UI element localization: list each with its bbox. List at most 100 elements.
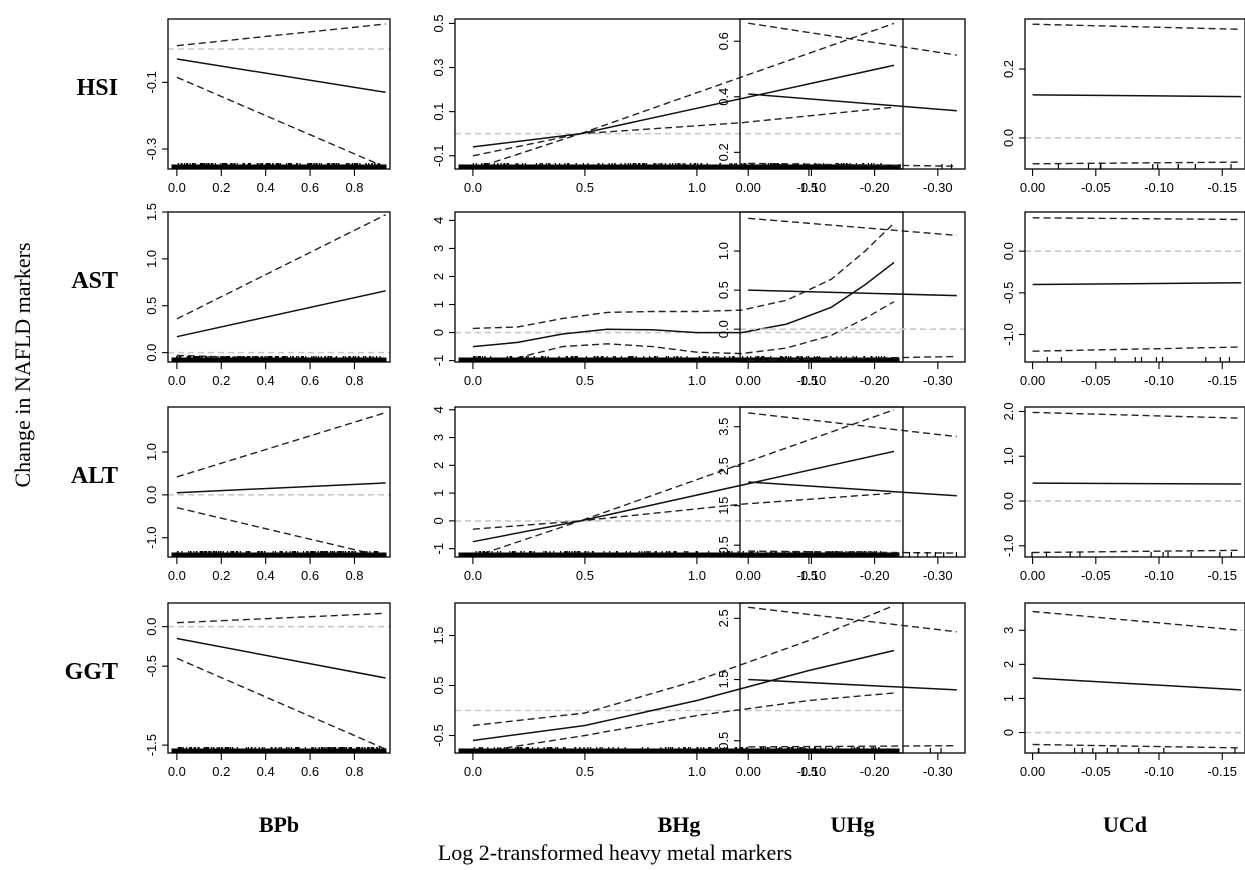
y-tick-label: -0.5: [1001, 282, 1016, 304]
x-axis-title: Log 2-transformed heavy metal markers: [438, 840, 792, 865]
fit-line: [1032, 94, 1242, 98]
y-tick-label: -0.3: [144, 138, 159, 160]
y-tick-label: 0.2: [716, 143, 731, 161]
x-tick-label: -0.10: [797, 764, 827, 779]
rug-band: [171, 357, 387, 362]
x-tick-label: -0.10: [1144, 764, 1174, 779]
ci-lower-line: [748, 355, 957, 362]
panel-alt-uhg: 0.5 1.5 2.5 3.5 0.00 -0.10 -0.20 -0.30: [716, 406, 966, 583]
panel-frame: [167, 406, 391, 558]
x-tick-label: -0.30: [923, 568, 953, 583]
y-tick-label: 3.5: [716, 418, 731, 436]
panel-frame: [1024, 602, 1245, 754]
panel-ggt-uhg: 0.5 1.5 2.5 0.00 -0.10 -0.20 -0.30 UHg: [716, 602, 966, 837]
rug: [171, 747, 387, 753]
panel-area: [746, 606, 957, 753]
rug: [171, 356, 387, 362]
fit-line: [472, 64, 895, 148]
panel-frame: [1024, 211, 1245, 363]
y-tick-label: 0.0: [1001, 129, 1016, 147]
ci-lower-line: [472, 106, 895, 169]
y-tick-label: -1.0: [1001, 323, 1016, 345]
ci-upper-line: [748, 22, 957, 56]
rug: [458, 551, 900, 557]
y-tick-label: 2: [431, 462, 446, 469]
panel-frame: [739, 211, 966, 363]
rug: [760, 357, 893, 362]
x-tick-label: -0.15: [1207, 373, 1237, 388]
column-label-uhg: UHg: [831, 812, 875, 837]
x-tick-label: -0.20: [860, 764, 890, 779]
panel-area: [1025, 411, 1245, 557]
y-tick-label: 1.0: [716, 242, 731, 260]
x-tick-label: 0.2: [212, 568, 230, 583]
x-tick-label: 0.4: [257, 764, 275, 779]
y-tick-label: 3: [1001, 627, 1016, 634]
x-tick-label: 1.5: [800, 764, 818, 779]
ci-lower-line: [472, 492, 895, 557]
y-tick-label: 0.5: [716, 732, 731, 750]
panel-area: [748, 412, 958, 557]
fit-line: [176, 58, 386, 94]
x-tick-label: -0.30: [923, 764, 953, 779]
fit-line: [472, 649, 895, 742]
panel-hsi-bhg: -0.1 0.1 0.3 0.5 0.0 0.5 1.0 1.5: [431, 14, 904, 195]
x-tick-label: 0.00: [736, 568, 761, 583]
ci-upper-line: [472, 222, 895, 330]
panel-area: [1025, 610, 1245, 753]
ci-upper-line: [176, 214, 386, 320]
panel-area: [1025, 217, 1245, 362]
x-tick-label: 0.8: [345, 764, 363, 779]
panel-area: [455, 222, 903, 362]
fit-line: [176, 290, 386, 338]
panel-area: [455, 604, 903, 753]
x-tick-label: 0.5: [576, 568, 594, 583]
y-tick-label: -1.5: [144, 734, 159, 756]
y-tick-label: 2.5: [716, 609, 731, 627]
y-tick-label: 1: [1001, 695, 1016, 702]
rug: [1037, 748, 1236, 753]
x-tick-label: 0.0: [168, 373, 186, 388]
rug: [746, 748, 942, 753]
panel-frame: [1024, 18, 1245, 170]
rug-band: [458, 164, 900, 169]
x-tick-label: 0.4: [257, 373, 275, 388]
panel-area: [168, 411, 390, 557]
x-tick-label: 0.0: [464, 373, 482, 388]
panel-frame: [739, 406, 966, 558]
y-tick-label: 0.0: [144, 344, 159, 362]
x-tick-label: 0.00: [1020, 568, 1045, 583]
x-tick-label: 0.4: [257, 180, 275, 195]
y-tick-label: 0.5: [716, 281, 731, 299]
x-tick-label: -0.10: [797, 568, 827, 583]
y-tick-label: 1.5: [716, 497, 731, 515]
x-tick-label: 1.0: [688, 180, 706, 195]
panel-ast-uhg: 0.0 0.5 1.0 0.00 -0.10 -0.20 -0.30: [716, 211, 966, 388]
panel-area: [748, 22, 957, 169]
ci-upper-line: [472, 604, 895, 727]
rug-band: [171, 164, 387, 169]
y-tick-label: 4: [431, 406, 446, 413]
ci-upper-line: [1032, 23, 1242, 30]
rug-band: [171, 748, 387, 753]
row-label-hsi: HSI: [77, 75, 118, 101]
x-tick-label: 1.5: [800, 180, 818, 195]
panel-frame: [167, 211, 391, 363]
x-tick-label: 0.6: [301, 373, 319, 388]
ci-upper-line: [176, 23, 386, 47]
ci-lower-line: [748, 745, 957, 748]
panel-frame: [454, 406, 904, 558]
y-tick-label: 0.2: [1001, 60, 1016, 78]
y-tick-label: -1: [431, 543, 446, 555]
panel-ast-bhg: -1 0 1 2 3 4 0.0 0.5 1.0 1.5: [431, 211, 904, 388]
panel-area: [1025, 23, 1245, 169]
y-tick-label: 0: [1001, 729, 1016, 736]
y-tick-label: 1.0: [1001, 447, 1016, 465]
y-tick-label: 0.5: [716, 536, 731, 554]
x-tick-label: -0.15: [1207, 764, 1237, 779]
rug: [458, 356, 900, 362]
x-tick-label: 0.0: [464, 764, 482, 779]
y-tick-label: -1.0: [1001, 535, 1016, 557]
panel-alt-bhg: -1 0 1 2 3 4 0.0 0.5 1.0 1.5: [431, 406, 904, 583]
rug-band: [458, 748, 900, 753]
